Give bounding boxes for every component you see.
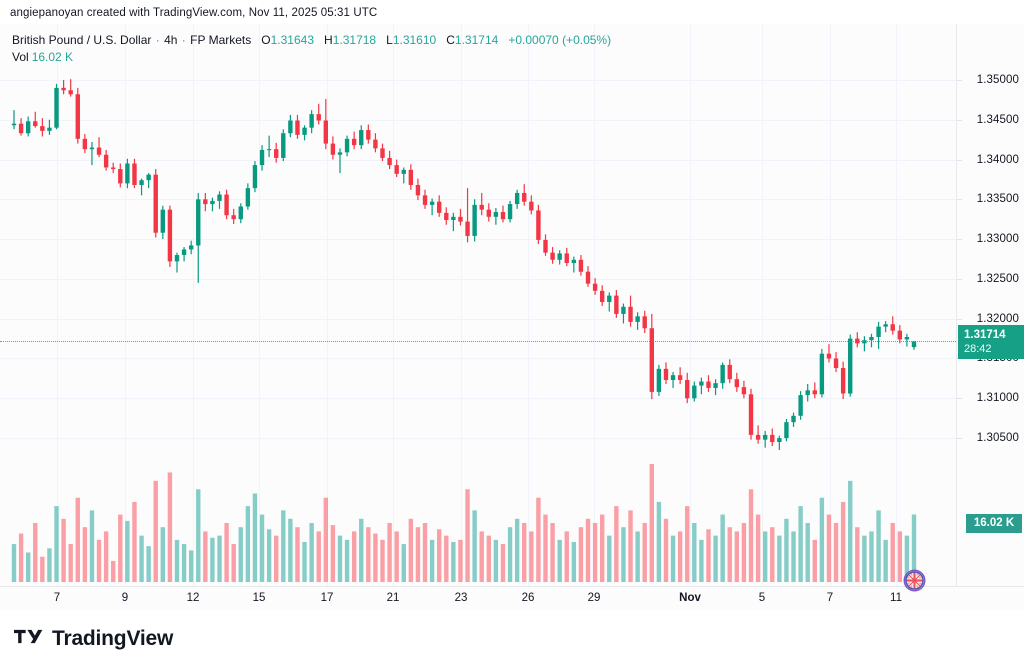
price-axis[interactable]: 1.35000 1.34500 1.34000 1.33500 1.33000 1.325… [956, 24, 1024, 586]
gridline-horizontal [0, 278, 956, 280]
current-price-line [0, 341, 956, 343]
price-axis-tick [957, 119, 962, 121]
gridline-horizontal [0, 318, 956, 320]
gridline-vertical [896, 24, 897, 586]
price-axis-tick [957, 318, 962, 320]
tradingview-logo-icon [14, 628, 44, 650]
volume-badge[interactable]: 16.02 K [966, 514, 1022, 533]
gridline-vertical [690, 24, 691, 586]
gridline-vertical [594, 24, 595, 586]
chart-frame: 1.35000 1.34500 1.34000 1.33500 1.33000 1.325… [0, 24, 1024, 610]
price-axis-tick [957, 398, 962, 400]
gridline-vertical [193, 24, 194, 586]
price-axis-label: 1.33500 [976, 193, 1019, 206]
chart-pane[interactable] [0, 24, 956, 590]
current-price-value: 1.31714 [964, 329, 1006, 342]
time-axis-label: 23 [454, 592, 468, 604]
price-axis-tick [957, 278, 962, 280]
gridline-vertical [327, 24, 328, 586]
price-axis-label: 1.31000 [976, 392, 1019, 405]
time-axis-label: 11 [890, 592, 902, 604]
gridline-vertical [528, 24, 529, 586]
time-axis[interactable]: 7 9 12 15 17 21 23 26 29 Nov 5 7 11 [0, 586, 1024, 610]
price-axis-tick [957, 239, 962, 241]
tradingview-footer: TradingView [14, 627, 173, 651]
gridline-vertical [762, 24, 763, 586]
tradingview-brand-text: TradingView [52, 627, 174, 650]
time-axis-label: 29 [587, 592, 601, 604]
time-axis-label: 17 [320, 592, 334, 604]
uk-flag-icon[interactable] [905, 571, 924, 590]
time-axis-label: 7 [53, 592, 61, 604]
gridline-horizontal [0, 239, 956, 241]
candlestick-series [11, 79, 917, 582]
price-axis-label: 1.34500 [976, 113, 1019, 126]
gridline-horizontal [0, 79, 956, 81]
price-axis-label: 1.33000 [976, 233, 1019, 246]
gridline-horizontal [0, 159, 956, 161]
price-axis-tick [957, 438, 962, 440]
price-axis-label: 1.32500 [976, 272, 1019, 285]
gridline-horizontal [0, 398, 956, 400]
gridline-horizontal [0, 199, 956, 201]
current-price-badge[interactable]: 1.31714 28:42 [958, 325, 1024, 360]
price-axis-tick [957, 79, 962, 81]
time-axis-label: 7 [826, 592, 834, 604]
gridline-vertical [125, 24, 126, 586]
time-axis-label: Nov [679, 592, 701, 604]
price-axis-label: 1.35000 [976, 73, 1019, 86]
bar-countdown: 28:42 [964, 343, 992, 356]
price-axis-label: 1.30500 [976, 432, 1019, 445]
time-axis-label: 15 [252, 592, 266, 604]
gridline-vertical [461, 24, 462, 586]
gridline-horizontal [0, 438, 956, 440]
gridline-horizontal [0, 358, 956, 360]
price-axis-tick [957, 199, 962, 201]
price-axis-label: 1.34000 [976, 153, 1019, 166]
gridline-vertical [830, 24, 831, 586]
time-axis-label: 26 [521, 592, 535, 604]
gridline-vertical [57, 24, 58, 586]
price-axis-tick [957, 159, 962, 161]
gridline-vertical [393, 24, 394, 586]
time-axis-label: 5 [758, 592, 766, 604]
gridline-vertical [259, 24, 260, 586]
time-axis-label: 9 [121, 592, 129, 604]
time-axis-label: 21 [386, 592, 400, 604]
time-axis-label: 12 [186, 592, 200, 604]
price-axis-label: 1.32000 [976, 312, 1019, 325]
attribution-text: angiepanoyan created with TradingView.co… [10, 7, 378, 19]
gridline-horizontal [0, 119, 956, 121]
